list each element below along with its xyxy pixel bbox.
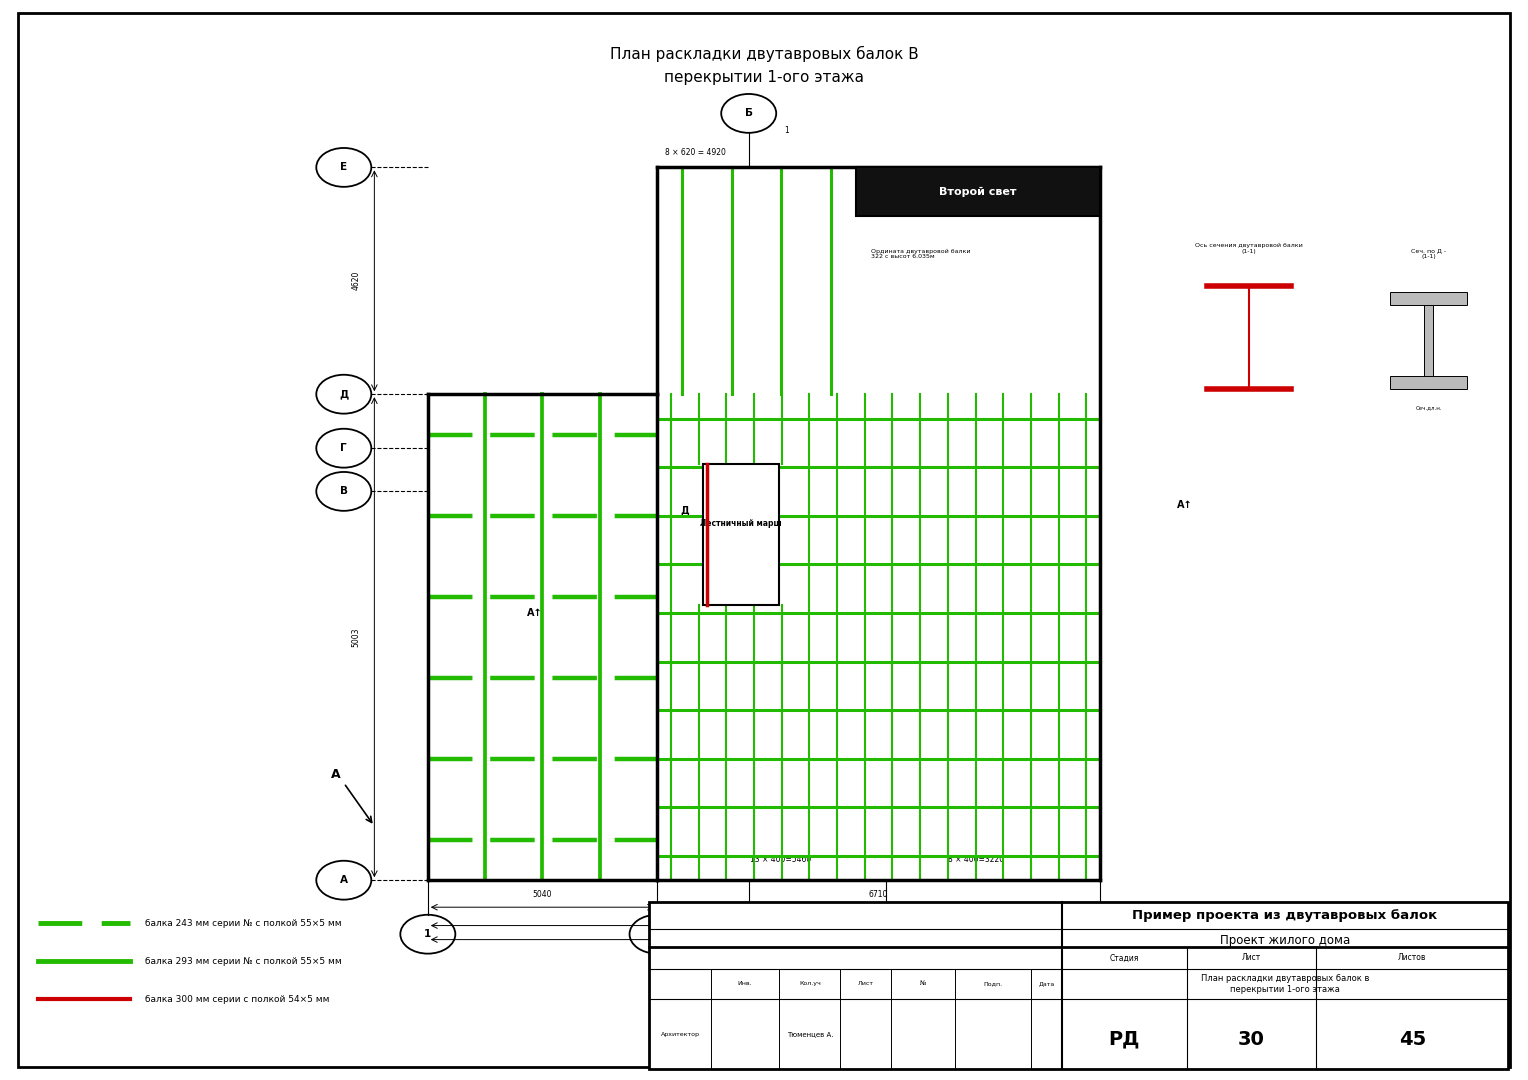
Text: 13 × 400=5460: 13 × 400=5460 [750, 855, 811, 864]
Text: Подп.: Подп. [984, 982, 1002, 986]
Text: 1: 1 [784, 126, 788, 135]
Text: Лист: Лист [857, 982, 874, 986]
Text: 8 × 620 = 4920: 8 × 620 = 4920 [665, 148, 726, 157]
Bar [649, 902, 1508, 1069]
Text: Д: Д [733, 505, 743, 515]
Text: 1: 1 [425, 929, 431, 940]
Text: №: № [920, 982, 926, 986]
Text: Б: Б [744, 108, 753, 119]
Bar [1424, 305, 1433, 376]
Text: Тюменцев А.: Тюменцев А. [787, 1031, 833, 1037]
Bar [1390, 292, 1467, 305]
Text: Инв.: Инв. [738, 982, 752, 986]
Text: Сеч.дл.н.: Сеч.дл.н. [1415, 405, 1442, 410]
Text: Архитектор: Архитектор [660, 1031, 700, 1037]
Text: балка 293 мм серии № с полкой 55×5 мм: балка 293 мм серии № с полкой 55×5 мм [145, 957, 342, 966]
Text: Д: Д [339, 389, 348, 400]
Text: 4: 4 [883, 929, 889, 940]
Text: 30: 30 [1238, 1029, 1265, 1049]
Text: Кол.уч: Кол.уч [799, 982, 821, 986]
Text: 5003: 5003 [351, 627, 361, 647]
Text: 5040: 5040 [533, 890, 552, 899]
Text: 5: 5 [1097, 929, 1103, 940]
Text: Ордината двутавровой балки
322 с высот 6.035м: Ордината двутавровой балки 322 с высот 6… [871, 248, 970, 259]
Text: Второй свет: Второй свет [940, 187, 1016, 197]
Text: А: А [339, 875, 348, 886]
Text: Проект жилого дома: Проект жилого дома [1219, 934, 1351, 947]
Text: План раскладки двутавровых балок В: План раскладки двутавровых балок В [610, 46, 918, 62]
Text: Лист: Лист [1242, 954, 1261, 962]
Text: Листов: Листов [1398, 954, 1427, 962]
Text: РД: РД [1109, 1029, 1140, 1049]
Text: 1: 1 [784, 974, 788, 983]
Text: 4620: 4620 [351, 271, 361, 291]
Text: 45: 45 [1398, 1029, 1426, 1049]
Text: Д: Д [680, 505, 689, 515]
Text: В: В [339, 486, 348, 497]
Bar [856, 167, 1100, 216]
Text: 6710: 6710 [869, 890, 888, 899]
Text: А↑: А↑ [527, 608, 542, 618]
Text: 11500: 11500 [752, 922, 776, 931]
Text: Стадия: Стадия [1109, 954, 1138, 962]
Text: Е: Е [341, 162, 347, 173]
Text: балка 300 мм серии с полкой 54×5 мм: балка 300 мм серии с полкой 54×5 мм [145, 995, 330, 1003]
Text: Ось сечения двутавровой балки
(1-1): Ось сечения двутавровой балки (1-1) [1195, 243, 1303, 254]
Text: 2: 2 [654, 929, 660, 940]
Text: Пример проекта из двутавровых балок: Пример проекта из двутавровых балок [1132, 908, 1438, 921]
Bar [1390, 376, 1467, 389]
Text: балка 243 мм серии № с полкой 55×5 мм: балка 243 мм серии № с полкой 55×5 мм [145, 919, 342, 928]
Text: Сеч. по Д -
(1-1): Сеч. по Д - (1-1) [1412, 248, 1445, 259]
Text: 8 × 400=3220: 8 × 400=3220 [947, 855, 1004, 864]
Text: Лестничный марш: Лестничный марш [700, 519, 782, 528]
Bar [703, 464, 779, 605]
Text: Г: Г [341, 443, 347, 454]
Text: перекрытии 1-ого этажа: перекрытии 1-ого этажа [665, 70, 863, 85]
Text: А: А [332, 768, 341, 781]
Text: Дата: Дата [1039, 982, 1054, 986]
Text: План раскладки двутавровых балок в
перекрытии 1-ого этажа: План раскладки двутавровых балок в перек… [1201, 974, 1369, 994]
Text: 11900: 11900 [752, 908, 776, 917]
Text: А↑: А↑ [1177, 500, 1192, 510]
Text: Б: Б [744, 956, 753, 967]
